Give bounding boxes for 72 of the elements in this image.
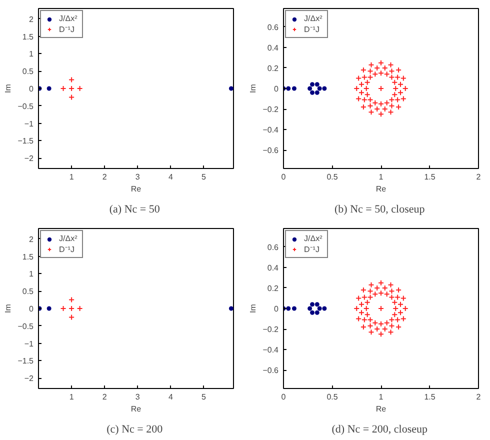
- x-tick-label: 1: [378, 172, 384, 182]
- x-tick-label: 0.5: [326, 392, 338, 402]
- legend-label: J/Δx²: [59, 234, 78, 243]
- x-tick-label: 5: [202, 392, 207, 402]
- y-tick-label: 0: [274, 84, 280, 94]
- x-tick-label: 4: [168, 172, 174, 182]
- x-tick-label: 1: [69, 392, 74, 402]
- y-tick-label: −1: [24, 339, 34, 348]
- y-tick-label: 0.4: [267, 263, 280, 272]
- x-axis-title: Re: [130, 404, 142, 414]
- legend-label: D⁻¹J: [304, 244, 320, 254]
- y-tick-label: −0.2: [262, 105, 280, 114]
- text: (d) Nc = 200, closeup: [332, 424, 428, 436]
- y-tick-label: −2: [24, 374, 34, 384]
- y-tick-label: −0.5: [18, 322, 34, 331]
- x-tick-label: 5: [202, 172, 207, 182]
- y-axis-title: Im: [4, 304, 13, 313]
- x-axis-title: Re: [130, 184, 142, 194]
- y-tick-label: 0.5: [22, 287, 34, 296]
- legend-label: D⁻¹J: [304, 24, 320, 34]
- x-tick-label: 3: [135, 392, 140, 402]
- y-tick-label: 0: [274, 304, 280, 314]
- y-axis-title: Im: [248, 84, 258, 93]
- x-tick-label: 1: [69, 172, 74, 182]
- x-tick-label: 1: [378, 392, 384, 402]
- y-tick-label: −1: [24, 119, 34, 128]
- x-tick-label: 0: [281, 392, 286, 402]
- y-tick-label: 0: [29, 84, 34, 94]
- y-tick-label: 1.5: [22, 252, 34, 262]
- x-tick-label: 4: [168, 392, 174, 402]
- x-tick-label: 2: [102, 172, 108, 182]
- y-tick-label: −2: [24, 154, 34, 164]
- legend-label: J/Δx²: [59, 14, 78, 23]
- x-tick-label: 0: [281, 172, 286, 182]
- y-tick-label: 1.5: [22, 32, 34, 42]
- x-tick-label: 3: [135, 172, 140, 182]
- text: (c) Nc = 200: [106, 424, 164, 436]
- y-tick-label: −0.5: [18, 102, 34, 111]
- legend-label: D⁻¹J: [59, 244, 76, 254]
- y-tick-label: −1.5: [18, 356, 34, 366]
- x-axis-title: Re: [376, 404, 387, 414]
- x-tick-label: 2: [476, 392, 482, 402]
- x-tick-label: 2: [476, 172, 482, 182]
- legend-label: D⁻¹J: [59, 24, 76, 34]
- y-tick-label: −0.6: [262, 146, 280, 156]
- y-tick-label: 0: [29, 304, 34, 314]
- x-tick-label: 1.5: [424, 392, 436, 402]
- y-tick-label: 2: [29, 14, 34, 24]
- y-tick-label: 1: [29, 270, 34, 279]
- legend-label: J/Δx²: [304, 14, 324, 23]
- y-tick-label: 0.2: [267, 284, 280, 293]
- x-tick-label: 0.5: [326, 172, 338, 182]
- y-tick-label: −0.4: [262, 126, 280, 135]
- y-tick-label: 1: [29, 50, 34, 59]
- y-tick-label: −0.4: [262, 346, 280, 355]
- y-tick-label: 0.6: [267, 242, 280, 252]
- x-tick-label: 1.5: [424, 172, 436, 182]
- x-tick-label: 2: [102, 392, 108, 402]
- y-tick-label: 2: [29, 234, 34, 244]
- text: (b) Nc = 50, closeup: [334, 204, 426, 216]
- y-tick-label: −0.6: [262, 366, 280, 376]
- y-tick-label: 0.6: [267, 22, 280, 32]
- y-axis-title: Im: [248, 304, 258, 313]
- x-axis-title: Re: [376, 184, 387, 194]
- text: (a) Nc = 50: [109, 204, 160, 216]
- y-tick-label: 0.5: [22, 67, 34, 76]
- y-axis-title: Im: [4, 84, 13, 93]
- y-tick-label: −1.5: [18, 136, 34, 146]
- legend-label: J/Δx²: [304, 234, 324, 243]
- y-tick-label: 0.4: [267, 43, 280, 52]
- y-tick-label: −0.2: [262, 325, 280, 334]
- y-tick-label: 0.2: [267, 64, 280, 73]
